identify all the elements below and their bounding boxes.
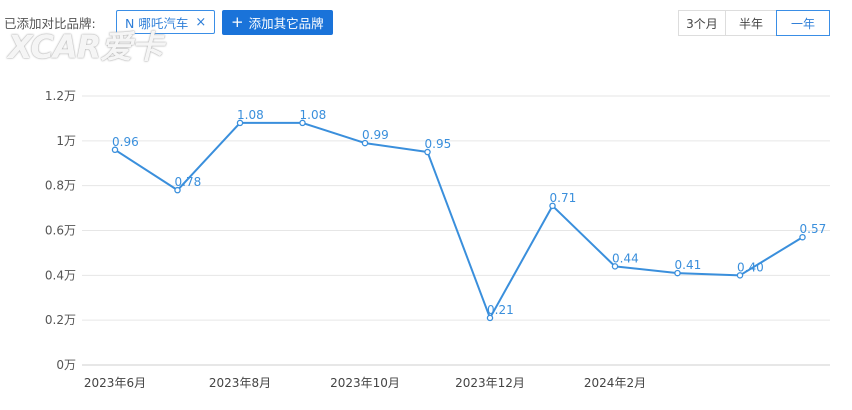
range-selector: 3个月 半年 一年 bbox=[678, 10, 830, 36]
data-point bbox=[799, 233, 806, 241]
y-tick-label: 1.2万 bbox=[45, 89, 76, 103]
y-tick-label: 0.4万 bbox=[45, 268, 76, 282]
data-point bbox=[111, 146, 119, 154]
data-point bbox=[736, 272, 744, 279]
data-label: 0.95 bbox=[425, 137, 452, 151]
y-tick-label: 1万 bbox=[56, 134, 76, 148]
x-tick-label: 2023年10月 bbox=[330, 376, 400, 390]
data-point bbox=[174, 186, 181, 194]
data-label: 0.44 bbox=[612, 251, 639, 265]
data-label: 0.71 bbox=[550, 191, 577, 205]
range-one-year-button[interactable]: 一年 bbox=[776, 10, 830, 36]
watermark-logo: XCAR爱卡 bbox=[8, 28, 163, 66]
y-tick-label: 0.2万 bbox=[45, 313, 76, 327]
brand-tag-label: N 哪吒汽车 bbox=[125, 15, 189, 31]
plus-icon: + bbox=[231, 13, 244, 31]
close-icon[interactable]: × bbox=[195, 14, 207, 30]
data-label: 0.96 bbox=[112, 135, 139, 149]
x-tick-label: 2024年2月 bbox=[584, 376, 646, 390]
y-tick-label: 0万 bbox=[56, 358, 76, 372]
data-point bbox=[361, 139, 369, 147]
data-point bbox=[299, 119, 306, 127]
data-point bbox=[486, 314, 494, 322]
data-label: 0.99 bbox=[362, 128, 389, 142]
data-point bbox=[549, 202, 556, 210]
data-label: 1.08 bbox=[237, 108, 264, 122]
data-label: 0.21 bbox=[487, 303, 514, 317]
data-label: 0.57 bbox=[800, 222, 827, 236]
data-label: 1.08 bbox=[300, 108, 327, 122]
data-label: 0.78 bbox=[175, 175, 202, 189]
range-half-year-button[interactable]: 半年 bbox=[725, 10, 777, 36]
brand-tag-neta[interactable]: N 哪吒汽车 × bbox=[116, 10, 216, 34]
series-line bbox=[114, 121, 804, 319]
add-brand-button[interactable]: + 添加其它品牌 bbox=[222, 10, 333, 35]
compare-label: 已添加对比品牌: bbox=[4, 16, 96, 31]
y-tick-label: 0.8万 bbox=[45, 179, 76, 193]
toolbar: 已添加对比品牌: N 哪吒汽车 × + 添加其它品牌 3个月 半年 一年 bbox=[0, 0, 852, 40]
data-label: 0.41 bbox=[675, 258, 702, 272]
range-3-months-button[interactable]: 3个月 bbox=[678, 10, 726, 36]
data-point bbox=[236, 119, 244, 127]
data-point bbox=[611, 263, 619, 270]
x-tick-label: 2023年12月 bbox=[455, 376, 525, 390]
data-point bbox=[674, 269, 681, 277]
add-brand-label: 添加其它品牌 bbox=[248, 16, 324, 31]
x-tick-label: 2023年6月 bbox=[84, 376, 146, 390]
data-label: 0.40 bbox=[737, 260, 764, 274]
data-point bbox=[424, 148, 431, 156]
x-tick-label: 2023年8月 bbox=[209, 376, 271, 390]
y-tick-label: 0.6万 bbox=[45, 224, 76, 238]
